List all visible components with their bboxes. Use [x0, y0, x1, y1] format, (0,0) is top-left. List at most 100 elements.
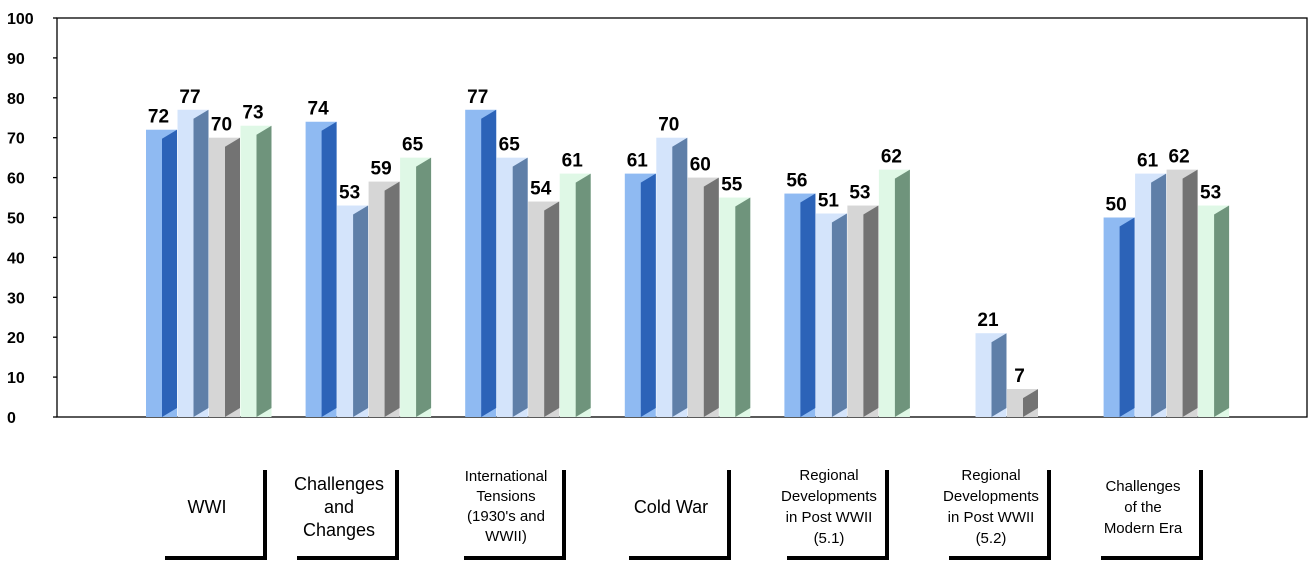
bar-group [784, 169, 910, 417]
category-label-line: Changes [302, 519, 376, 540]
category-label: Cold War [619, 460, 723, 554]
category-frame [949, 470, 1051, 560]
bar-side [1119, 217, 1135, 417]
bar-side [321, 121, 337, 418]
bar-side [735, 197, 751, 417]
data-label: 51 [818, 191, 840, 212]
y-tick-label: 0 [7, 410, 16, 427]
data-label: 61 [627, 151, 649, 172]
bar-side [1182, 169, 1198, 417]
category-label-line: and [323, 496, 355, 517]
bar-side [512, 157, 528, 417]
y-tick-label: 50 [7, 211, 25, 228]
data-label: 56 [786, 171, 807, 192]
bar-side [544, 201, 560, 417]
category-label: WWI [155, 460, 259, 554]
data-label: 60 [690, 155, 711, 176]
category-label-line: Developments [943, 488, 1039, 505]
category-label-line: Regional [961, 467, 1021, 484]
bar-group [1103, 169, 1230, 417]
category-label-line: in Post WWII [947, 509, 1035, 526]
data-label: 65 [402, 135, 424, 156]
bar-side [256, 125, 272, 417]
y-tick-label: 30 [7, 290, 25, 307]
bar-side [193, 109, 209, 418]
category-frame [787, 470, 889, 560]
category-label-line: Challenges [1105, 477, 1181, 495]
category-frame [629, 470, 731, 560]
data-label: 62 [1169, 147, 1190, 168]
bar-side [384, 181, 400, 417]
data-label: 21 [977, 310, 999, 331]
bar-group [975, 333, 1038, 417]
category-label-line: in Post WWII [785, 509, 873, 526]
data-label: 70 [211, 115, 232, 136]
bar-side [575, 173, 591, 417]
data-label: 65 [499, 135, 521, 156]
data-label: 55 [721, 175, 743, 196]
category-label-line: (1930's and [467, 508, 545, 525]
category-label-line: Challenges [293, 473, 385, 494]
chart-bars [146, 109, 1230, 418]
category-label-line: (5.2) [975, 530, 1007, 547]
bar-group [146, 109, 272, 418]
data-label: 59 [371, 159, 392, 180]
data-label: 54 [530, 179, 552, 200]
category-label-line: Developments [781, 488, 877, 505]
category-label-line: Regional [799, 467, 859, 484]
bar-side [162, 129, 177, 417]
bar-side [225, 137, 240, 417]
y-tick-label: 20 [7, 330, 25, 347]
data-label: 7 [1014, 366, 1025, 387]
data-label: 70 [658, 115, 679, 136]
bar-side [1214, 205, 1230, 417]
category-frame [464, 470, 566, 560]
data-label: 61 [562, 151, 584, 172]
category-label: Challenges and Changes [287, 460, 391, 554]
bar-side [416, 157, 432, 417]
category-label: International Tensions (1930's and WWII) [454, 460, 558, 554]
data-label: 73 [242, 103, 263, 124]
category-label: Regional Developments in Post WWII (5.1) [777, 460, 881, 554]
data-label: 50 [1106, 195, 1127, 216]
data-label: 72 [148, 107, 169, 128]
category-label: Challenges of the Modern Era [1091, 460, 1195, 554]
bar-side [703, 177, 719, 417]
category-label-line: (5.1) [813, 530, 845, 547]
bar-side [672, 137, 688, 417]
bar-side [991, 333, 1007, 417]
bar-group [305, 121, 432, 418]
bar-side [831, 213, 847, 417]
data-label: 62 [881, 147, 902, 168]
bar-group [465, 109, 591, 418]
y-tick-label: 40 [7, 250, 25, 267]
category-frame [165, 470, 267, 560]
y-tick-label: 80 [7, 91, 25, 108]
category-label-line: of the [1124, 498, 1162, 516]
bar-side [353, 205, 369, 417]
y-tick-label: 60 [7, 171, 25, 188]
y-tick-label: 10 [7, 370, 25, 387]
data-label: 77 [467, 87, 488, 108]
bar-side [640, 173, 656, 417]
bar-side [894, 169, 910, 417]
category-frame [1101, 470, 1203, 560]
bar-side [481, 109, 497, 418]
category-label: Regional Developments in Post WWII (5.2) [939, 460, 1043, 554]
chart-data-labels: 72 77 70 73 74 53 59 65 77 65 54 61 61 70 60 55 56 51 53 62… [148, 87, 1221, 387]
category-label-line: Modern Era [1103, 519, 1183, 537]
category-label-line: WWII) [485, 528, 527, 545]
category-frame [297, 470, 399, 560]
bar-side [800, 193, 816, 417]
data-label: 77 [179, 87, 200, 108]
category-label-line: International [464, 468, 548, 485]
bar-side [1151, 173, 1167, 417]
category-label-line: Cold War [633, 496, 709, 517]
category-label-line: WWI [187, 496, 227, 517]
y-tick-label: 90 [7, 51, 25, 68]
data-label: 61 [1137, 151, 1159, 172]
data-label: 74 [308, 99, 330, 120]
bar-group [624, 137, 751, 417]
bar-side [1023, 389, 1038, 417]
